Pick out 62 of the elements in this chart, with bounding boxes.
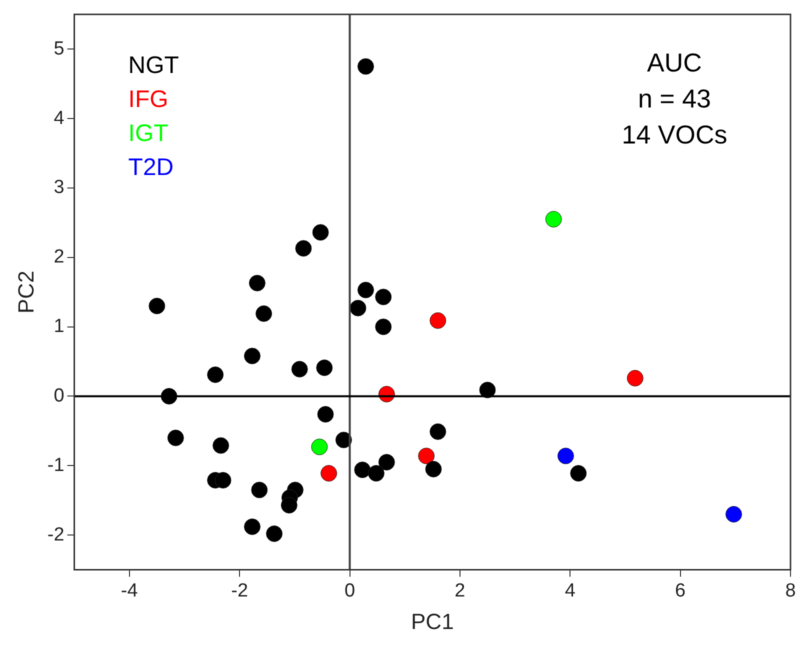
- x-tick-label: -2: [231, 580, 248, 602]
- point: [214, 472, 232, 488]
- text: T2D: [128, 154, 174, 182]
- point: [295, 240, 312, 257]
- point: [626, 370, 644, 386]
- point: [350, 300, 366, 316]
- point: [244, 348, 260, 364]
- x-tick-label: 6: [675, 580, 686, 602]
- point: [148, 298, 166, 314]
- point: [430, 423, 446, 440]
- point: [256, 305, 272, 322]
- annotation: 14 VOCs: [622, 120, 728, 150]
- point: [357, 282, 374, 298]
- point: [479, 382, 496, 398]
- point: [207, 366, 224, 383]
- point: [167, 430, 184, 446]
- text: NGT: [128, 52, 180, 80]
- point: [375, 318, 392, 336]
- point: [726, 506, 742, 523]
- y-tick-label: 2: [54, 246, 64, 268]
- point: [335, 432, 352, 448]
- y-tick-label: -1: [47, 454, 64, 476]
- x-axis-title: PC1: [411, 608, 454, 634]
- text: IGT: [128, 120, 169, 148]
- annotation: n = 43: [638, 84, 712, 114]
- point: [212, 437, 230, 454]
- point: [430, 312, 446, 329]
- y-tick-label: 5: [54, 38, 64, 60]
- y-tick-label: 0: [54, 385, 64, 406]
- point: [280, 496, 298, 514]
- annotation: AUC: [647, 48, 702, 78]
- point: [425, 460, 442, 478]
- point: [375, 288, 392, 306]
- y-axis-title: PC2: [13, 270, 38, 314]
- point: [248, 274, 266, 292]
- x-tick-label: 2: [454, 580, 466, 602]
- point: [570, 465, 587, 482]
- point: [317, 406, 334, 423]
- point: [545, 210, 562, 228]
- x-tick-label: -4: [120, 580, 138, 602]
- point: [291, 360, 308, 378]
- point: [557, 448, 574, 464]
- point: [357, 58, 374, 75]
- text: IFG: [128, 86, 168, 114]
- point: [368, 465, 384, 482]
- y-tick-label: -2: [47, 524, 64, 546]
- point: [266, 525, 283, 542]
- point: [311, 438, 328, 456]
- point: [244, 518, 260, 536]
- point: [320, 465, 338, 482]
- x-tick-label: 0: [344, 580, 356, 602]
- point: [316, 360, 333, 376]
- point: [418, 448, 435, 464]
- y-tick-label: 1: [54, 316, 64, 338]
- point: [378, 454, 395, 470]
- x-tick-label: 4: [564, 580, 576, 602]
- point: [251, 482, 268, 498]
- y-tick-label: 3: [54, 177, 64, 198]
- y-tick-label: 4: [54, 108, 65, 129]
- point: [312, 224, 329, 241]
- x-tick-label: 8: [785, 580, 796, 602]
- point: [354, 462, 371, 478]
